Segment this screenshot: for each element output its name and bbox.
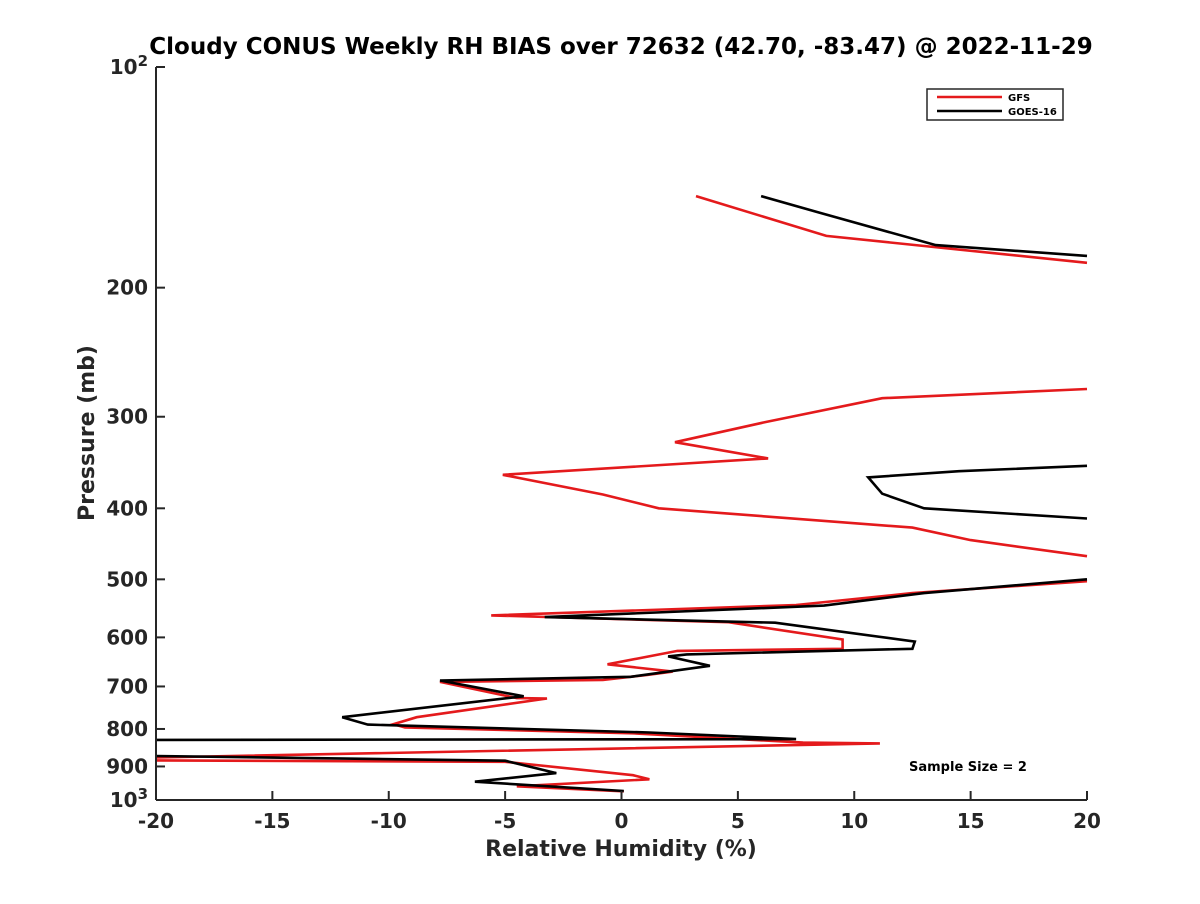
series-gfs-line-2 <box>502 387 1088 558</box>
y-tick-label: 600 <box>106 625 148 649</box>
x-tick-label: -10 <box>371 809 407 833</box>
ticks-layer: -20 -15 -10 -5 0 5 10 15 20102200300400500600700… <box>106 52 1101 833</box>
y-tick-label: 103 <box>110 785 148 812</box>
y-tick-label: 500 <box>106 567 148 591</box>
x-tick-label: -15 <box>254 809 290 833</box>
x-tick-label: -20 <box>138 809 174 833</box>
x-axis-label: Relative Humidity (%) <box>485 837 757 862</box>
x-tick-label: 20 <box>1073 809 1101 833</box>
x-tick-label: -5 <box>494 809 516 833</box>
y-tick-label: 700 <box>106 674 148 698</box>
x-tick-label: 10 <box>840 809 868 833</box>
y-tick-label-base: 300 <box>106 405 148 429</box>
y-tick-label-base: 600 <box>106 625 148 649</box>
y-tick-label: 900 <box>106 754 148 778</box>
x-tick-label: 0 <box>615 809 629 833</box>
series-goes-16-line-2 <box>865 464 1088 520</box>
y-tick-label-base: 10 <box>110 55 138 79</box>
y-tick-label: 200 <box>106 276 148 300</box>
legend-label-gfs: GFS <box>1008 93 1030 104</box>
legend: GFS GOES-16 <box>926 88 1064 121</box>
legend-items: GFS GOES-16 <box>937 93 1057 118</box>
series-goes-16-line-4 <box>155 754 624 793</box>
y-tick-label-exponent: 2 <box>138 52 148 70</box>
y-tick-label-base: 400 <box>106 496 148 520</box>
y-tick-label-base: 500 <box>106 567 148 591</box>
series-gfs-line-4 <box>155 759 650 793</box>
legend-label-goes-16: GOES-16 <box>1008 107 1057 118</box>
y-tick-label-base: 200 <box>106 276 148 300</box>
x-tick-label: 15 <box>957 809 985 833</box>
y-tick-label-base: 10 <box>110 788 138 812</box>
y-tick-label: 102 <box>110 52 148 79</box>
y-tick-label: 800 <box>106 717 148 741</box>
sample-size-annotation: Sample Size = 2 <box>909 760 1027 775</box>
series-goes-16-line-1 <box>760 194 1088 258</box>
y-tick-label-base: 900 <box>106 754 148 778</box>
chart-title: Cloudy CONUS Weekly RH BIAS over 72632 (… <box>149 34 1092 60</box>
legend-box <box>926 88 1064 121</box>
y-tick-label-exponent: 3 <box>138 785 148 803</box>
y-tick-label-base: 700 <box>106 674 148 698</box>
series-goes-16-line-3 <box>155 578 1088 742</box>
series-layer <box>155 194 1088 793</box>
series-gfs-line-1 <box>695 194 1088 265</box>
y-axis-label: Pressure (mb) <box>75 345 100 521</box>
y-tick-label: 300 <box>106 405 148 429</box>
y-tick-label: 400 <box>106 496 148 520</box>
x-tick-label: 5 <box>731 809 745 833</box>
y-tick-label-base: 800 <box>106 717 148 741</box>
